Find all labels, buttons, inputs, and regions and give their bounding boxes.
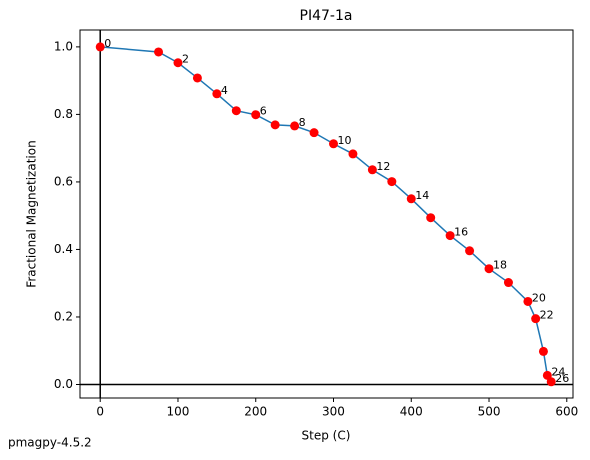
data-point xyxy=(406,194,416,204)
point-label: 8 xyxy=(299,116,306,129)
point-label: 18 xyxy=(493,259,507,272)
data-point xyxy=(173,58,183,68)
point-label: 16 xyxy=(454,226,468,239)
point-label: 4 xyxy=(221,84,228,97)
data-point xyxy=(465,246,475,256)
data-point xyxy=(531,314,541,324)
data-point xyxy=(426,213,436,223)
footer: pmagpy-4.5.2 xyxy=(8,436,92,450)
data-point xyxy=(445,231,455,241)
point-label: 24 xyxy=(551,365,565,378)
point-label: 0 xyxy=(104,37,111,50)
data-point xyxy=(348,149,358,159)
point-label: 10 xyxy=(337,134,351,147)
data-point xyxy=(484,264,494,274)
y-tick-label: 0.4 xyxy=(54,242,73,256)
point-label: 22 xyxy=(540,309,554,322)
data-point xyxy=(309,128,319,138)
data-point xyxy=(270,120,280,130)
data-point xyxy=(523,296,533,306)
y-tick-label: 0.2 xyxy=(54,309,73,323)
y-tick-label: 0.8 xyxy=(54,107,73,121)
plot-frame xyxy=(79,29,574,399)
data-point xyxy=(290,121,300,131)
x-tick-label: 300 xyxy=(322,405,345,419)
x-axis-label: Step (C) xyxy=(302,429,351,443)
x-tick-label: 400 xyxy=(400,405,423,419)
data-point xyxy=(212,89,222,99)
data-point xyxy=(546,377,556,387)
series-line xyxy=(100,46,552,383)
data-point xyxy=(192,73,202,83)
point-label: 20 xyxy=(532,291,546,304)
x-tick-label: 200 xyxy=(244,405,267,419)
y-tick-label: 0.6 xyxy=(54,174,73,188)
point-label: 14 xyxy=(415,189,429,202)
point-label: 26 xyxy=(555,372,569,385)
data-point xyxy=(154,47,164,57)
data-point xyxy=(231,106,241,116)
y-tick-label: 1.0 xyxy=(54,39,73,53)
chart-title: PI47-1a xyxy=(300,8,353,24)
x-tick-label: 100 xyxy=(167,405,190,419)
x-tick-label: 0 xyxy=(96,405,104,419)
data-point xyxy=(328,139,338,149)
point-label: 12 xyxy=(376,160,390,173)
data-point xyxy=(367,165,377,175)
point-label: 6 xyxy=(260,105,267,118)
data-point xyxy=(251,110,261,120)
x-tick-label: 500 xyxy=(478,405,501,419)
y-tick-label: 0.0 xyxy=(54,377,73,391)
data-point xyxy=(95,42,105,52)
data-point xyxy=(387,177,397,187)
data-point xyxy=(503,278,513,288)
point-label: 2 xyxy=(182,53,189,66)
x-tick-label: 600 xyxy=(555,405,578,419)
y-axis-label: Fractional Magnetization xyxy=(25,140,39,287)
data-point xyxy=(538,346,548,356)
